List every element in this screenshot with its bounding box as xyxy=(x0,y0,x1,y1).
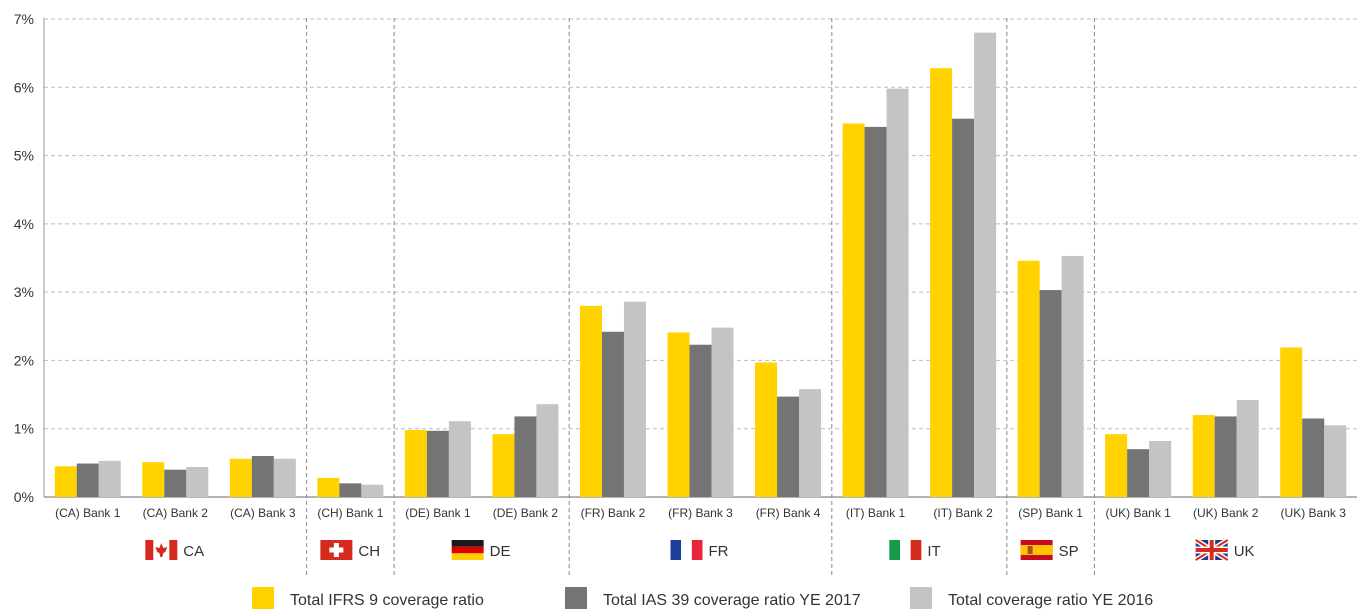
x-tick-label: (FR) Bank 2 xyxy=(581,506,646,520)
bar-total-2016 xyxy=(1061,255,1084,497)
uk-flag-icon xyxy=(1194,537,1230,563)
france-flag-icon xyxy=(670,540,703,560)
germany-flag-icon xyxy=(451,540,484,560)
x-tick-label: (UK) Bank 2 xyxy=(1193,506,1259,520)
country-label-ch: CH xyxy=(358,543,380,560)
bar-ias39-2017 xyxy=(164,469,187,497)
spain-flag-icon xyxy=(1020,540,1053,560)
legend-swatch xyxy=(565,587,587,609)
bar-total-2016 xyxy=(98,460,121,497)
bar-ifrs9 xyxy=(317,477,340,497)
bar-ifrs9 xyxy=(667,332,690,497)
country-label-uk: UK xyxy=(1234,543,1255,560)
bar-total-2016 xyxy=(1324,425,1347,497)
y-tick-label: 3% xyxy=(14,284,34,300)
legend-label: Total coverage ratio YE 2016 xyxy=(948,592,1153,609)
x-tick-label: (FR) Bank 4 xyxy=(756,506,821,520)
bar-ifrs9 xyxy=(755,362,778,497)
bar-ias39-2017 xyxy=(777,396,800,497)
country-label-de: DE xyxy=(490,543,511,560)
bar-ifrs9 xyxy=(1017,260,1040,497)
country-label-it: IT xyxy=(927,543,940,560)
legend-label: Total IAS 39 coverage ratio YE 2017 xyxy=(603,592,861,609)
bar-ifrs9 xyxy=(1192,415,1215,497)
bar-total-2016 xyxy=(711,327,734,497)
x-tick-label: (IT) Bank 2 xyxy=(933,506,993,520)
bar-ifrs9 xyxy=(1105,434,1128,497)
bar-total-2016 xyxy=(361,484,384,497)
bar-ias39-2017 xyxy=(864,126,887,498)
x-tick-label: (DE) Bank 1 xyxy=(405,506,471,520)
bar-ias39-2017 xyxy=(514,416,537,497)
bar-ifrs9 xyxy=(842,123,865,497)
bar-ias39-2017 xyxy=(251,456,274,497)
x-tick-label: (DE) Bank 2 xyxy=(493,506,559,520)
bar-total-2016 xyxy=(1149,441,1172,497)
bar-total-2016 xyxy=(1236,400,1259,497)
bar-ias39-2017 xyxy=(426,430,449,497)
y-tick-label: 6% xyxy=(14,79,34,95)
x-tick-label: (CA) Bank 1 xyxy=(55,506,121,520)
country-label-ca: CA xyxy=(183,543,204,560)
x-tick-label: (UK) Bank 1 xyxy=(1105,506,1171,520)
bar-ifrs9 xyxy=(229,458,252,497)
bar-ifrs9 xyxy=(54,466,77,497)
x-tick-label: (CA) Bank 2 xyxy=(143,506,209,520)
bar-ias39-2017 xyxy=(1302,418,1325,497)
y-tick-label: 7% xyxy=(14,11,34,27)
bar-total-2016 xyxy=(623,301,646,497)
italy-flag-icon xyxy=(889,540,922,560)
bar-ifrs9 xyxy=(404,430,427,497)
x-tick-label: (UK) Bank 3 xyxy=(1281,506,1347,520)
bar-ias39-2017 xyxy=(1214,416,1237,497)
bar-ifrs9 xyxy=(492,434,515,497)
bar-ifrs9 xyxy=(579,305,602,497)
bar-total-2016 xyxy=(886,88,909,497)
y-tick-label: 2% xyxy=(14,352,34,368)
bar-ifrs9 xyxy=(930,68,953,497)
legend-swatch xyxy=(910,587,932,609)
y-tick-label: 1% xyxy=(14,421,34,437)
switzerland-flag-icon xyxy=(320,540,353,560)
country-label-sp: SP xyxy=(1059,543,1079,560)
bar-total-2016 xyxy=(273,458,296,497)
bar-ias39-2017 xyxy=(601,331,624,497)
canada-flag-icon xyxy=(145,540,178,560)
bar-ias39-2017 xyxy=(76,463,99,497)
bar-ias39-2017 xyxy=(1127,449,1150,497)
y-tick-label: 5% xyxy=(14,148,34,164)
x-tick-label: (IT) Bank 1 xyxy=(846,506,906,520)
y-tick-label: 4% xyxy=(14,216,34,232)
x-tick-label: (CH) Bank 1 xyxy=(317,506,383,520)
legend-label: Total IFRS 9 coverage ratio xyxy=(290,592,484,609)
legend-swatch xyxy=(252,587,274,609)
bar-ifrs9 xyxy=(142,462,165,497)
bar-total-2016 xyxy=(448,421,471,497)
legend-item: Total IAS 39 coverage ratio YE 2017 xyxy=(565,587,861,609)
bar-ias39-2017 xyxy=(689,344,712,497)
bar-ifrs9 xyxy=(1280,347,1303,497)
x-tick-label: (CA) Bank 3 xyxy=(230,506,296,520)
bar-total-2016 xyxy=(799,389,822,497)
legend-item: Total coverage ratio YE 2016 xyxy=(910,587,1153,609)
bar-total-2016 xyxy=(974,32,997,498)
y-tick-label: 0% xyxy=(14,489,34,505)
x-tick-label: (SP) Bank 1 xyxy=(1018,506,1083,520)
bar-ias39-2017 xyxy=(952,118,975,497)
bar-ias39-2017 xyxy=(339,483,362,497)
country-label-fr: FR xyxy=(709,543,729,560)
bar-total-2016 xyxy=(186,466,209,497)
bar-ias39-2017 xyxy=(1039,290,1062,497)
x-tick-label: (FR) Bank 3 xyxy=(668,506,733,520)
bar-total-2016 xyxy=(536,404,559,497)
legend-item: Total IFRS 9 coverage ratio xyxy=(252,587,484,609)
